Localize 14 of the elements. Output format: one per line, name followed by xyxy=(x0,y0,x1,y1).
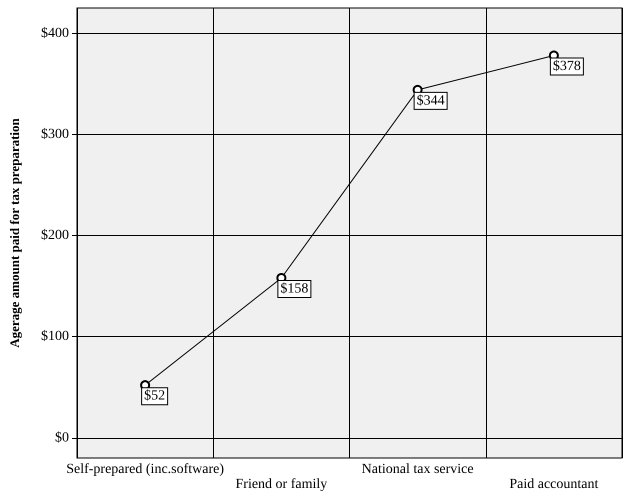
data-label: $344 xyxy=(416,93,445,108)
data-label: $52 xyxy=(144,388,166,404)
data-label: $378 xyxy=(552,59,581,74)
x-tick-label: National tax service xyxy=(362,462,474,477)
x-tick-label: Paid accountant xyxy=(509,477,598,492)
y-tick-label: $0 xyxy=(55,430,69,446)
y-tick-label: $400 xyxy=(41,26,69,41)
y-tick-label: $300 xyxy=(41,126,69,142)
data-label: $158 xyxy=(280,282,308,296)
x-tick-label: Friend or family xyxy=(235,477,328,492)
y-tick-label: $200 xyxy=(41,228,69,244)
x-tick-label: Self-prepared (inc.software) xyxy=(66,462,224,477)
y-tick-label: $100 xyxy=(41,329,69,344)
y-axis-title: Agerage amount paid for tax preparation xyxy=(7,117,22,348)
